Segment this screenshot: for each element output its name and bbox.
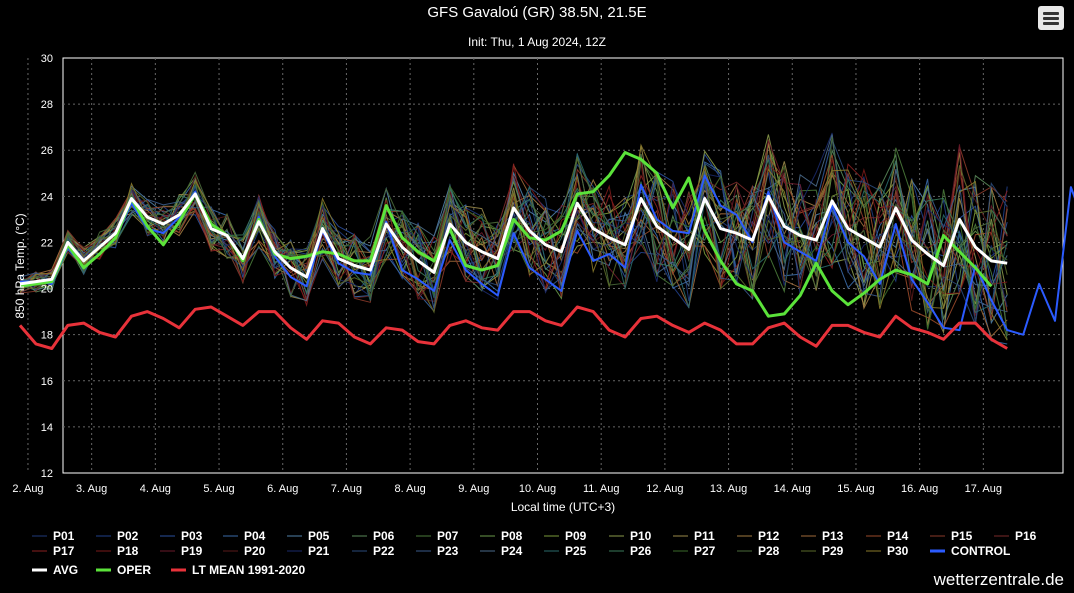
- legend-item-oper: OPER: [117, 563, 151, 577]
- legend-item-lt-mean-1991-2020: LT MEAN 1991-2020: [192, 563, 305, 577]
- legend-item-p15: P15: [951, 529, 973, 543]
- x-tick-label: 12. Aug: [646, 483, 683, 495]
- y-tick-label: 30: [41, 53, 53, 65]
- y-tick-label: 20: [41, 284, 53, 296]
- legend-item-p28: P28: [758, 544, 780, 558]
- legend-item-p29: P29: [822, 544, 844, 558]
- legend-item-p21: P21: [308, 544, 330, 558]
- legend-item-p27: P27: [694, 544, 716, 558]
- x-tick-label: 5. Aug: [203, 483, 234, 495]
- x-tick-label: 8. Aug: [395, 483, 426, 495]
- legend-item-p07: P07: [437, 529, 459, 543]
- plot-area: [62, 57, 1064, 474]
- x-tick-label: 7. Aug: [331, 483, 362, 495]
- legend-item-p30: P30: [887, 544, 909, 558]
- y-tick-label: 24: [41, 191, 53, 203]
- legend-item-p05: P05: [308, 529, 330, 543]
- legend-item-p18: P18: [117, 544, 139, 558]
- legend-item-p14: P14: [887, 529, 909, 543]
- x-tick-label: 13. Aug: [710, 483, 747, 495]
- legend-item-p08: P08: [501, 529, 523, 543]
- x-tick-label: 15. Aug: [837, 483, 874, 495]
- x-tick-label: 10. Aug: [519, 483, 556, 495]
- brand-label: wetterzentrale.de: [933, 570, 1064, 589]
- main-series-layer: [18, 151, 1074, 350]
- series-line-p24: [19, 134, 1008, 302]
- y-tick-label: 16: [41, 376, 53, 388]
- legend-item-p24: P24: [501, 544, 523, 558]
- legend-item-avg: AVG: [53, 563, 78, 577]
- x-tick-label: 6. Aug: [267, 483, 298, 495]
- legend-item-p23: P23: [437, 544, 459, 558]
- chart-subtitle: Init: Thu, 1 Aug 2024, 12Z: [468, 35, 606, 49]
- series-line-oper: [19, 151, 993, 318]
- series-line-avg: [19, 192, 1008, 286]
- x-tick-label: 17. Aug: [965, 483, 1002, 495]
- legend-item-p22: P22: [373, 544, 395, 558]
- x-tick-label: 2. Aug: [12, 483, 43, 495]
- y-axis-label: 850 hPa Temp. (°C): [13, 213, 27, 318]
- x-tick-label: 11. Aug: [583, 483, 620, 495]
- x-tick-labels: 2. Aug 3. Aug 4. Aug 5. Aug 6. Aug 7. Aug 8. A…: [12, 483, 1002, 495]
- legend-item-p16: P16: [1015, 529, 1037, 543]
- y-tick-label: 12: [41, 468, 53, 480]
- hamburger-icon[interactable]: [1038, 6, 1064, 30]
- legend-item-p02: P02: [117, 529, 139, 543]
- chart-title: GFS Gavaloú (GR) 38.5N, 21.5E: [427, 4, 646, 21]
- legend-item-p01: P01: [53, 529, 75, 543]
- y-tick-labels: 12 14 16 18 20 22 24 26 28 30: [41, 53, 53, 480]
- legend-item-p09: P09: [565, 529, 587, 543]
- legend-item-p17: P17: [53, 544, 75, 558]
- legend-item-p11: P11: [694, 529, 715, 543]
- x-tick-label: 16. Aug: [901, 483, 938, 495]
- x-axis-label: Local time (UTC+3): [511, 500, 615, 514]
- legend-item-p06: P06: [373, 529, 395, 543]
- series-line-p22: [19, 137, 1008, 326]
- y-tick-label: 18: [41, 330, 53, 342]
- legend-item-p03: P03: [181, 529, 203, 543]
- legend-item-p25: P25: [565, 544, 587, 558]
- x-tick-label: 3. Aug: [76, 483, 107, 495]
- series-line-lt-mean-1991-2020: [18, 305, 1008, 350]
- y-tick-label: 28: [41, 99, 53, 111]
- y-tick-label: 26: [41, 145, 53, 157]
- legend-item-p12: P12: [758, 529, 780, 543]
- y-tick-label: 22: [41, 237, 53, 249]
- legend: P01 P02 P03 P04 P05 P06 P07 P08 P09 P10 P11 P12 P13 P…: [32, 529, 1037, 577]
- series-line-p28: [19, 136, 1008, 333]
- x-tick-label: 4. Aug: [140, 483, 171, 495]
- legend-item-p20: P20: [244, 544, 266, 558]
- x-tick-label: 9. Aug: [458, 483, 489, 495]
- legend-item-p26: P26: [630, 544, 652, 558]
- x-tick-label: 14. Aug: [774, 483, 811, 495]
- legend-item-p19: P19: [181, 544, 203, 558]
- legend-item-p04: P04: [244, 529, 266, 543]
- legend-item-p13: P13: [822, 529, 844, 543]
- legend-item-control: CONTROL: [951, 544, 1010, 558]
- y-tick-label: 14: [41, 422, 53, 434]
- legend-item-p10: P10: [630, 529, 652, 543]
